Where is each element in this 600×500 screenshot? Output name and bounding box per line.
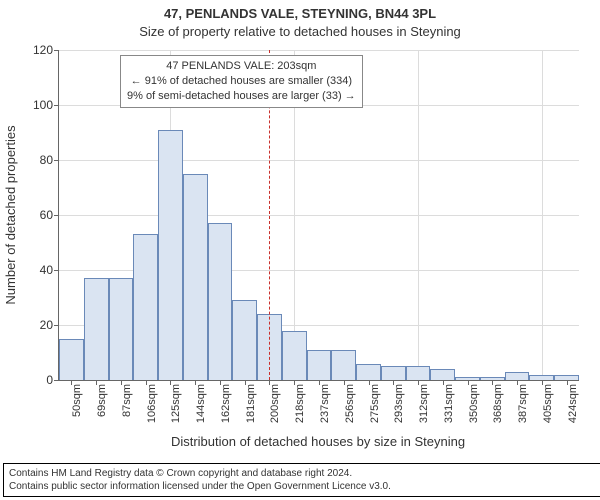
x-tick-label: 293sqm bbox=[393, 384, 405, 423]
annotation-line: 9% of semi-detached houses are larger (3… bbox=[127, 89, 356, 104]
histogram-bar bbox=[183, 174, 208, 380]
y-gridline bbox=[59, 215, 579, 216]
x-tick-label: 424sqm bbox=[567, 384, 579, 423]
annotation-line: 47 PENLANDS VALE: 203sqm bbox=[127, 59, 356, 74]
histogram-bar bbox=[406, 366, 431, 380]
histogram-bar bbox=[109, 278, 134, 380]
annotation-box: 47 PENLANDS VALE: 203sqm← 91% of detache… bbox=[120, 55, 363, 108]
x-tick-label: 50sqm bbox=[71, 384, 83, 417]
x-tick-label: 181sqm bbox=[245, 384, 257, 423]
x-tick-label: 350sqm bbox=[468, 384, 480, 423]
x-tick-label: 106sqm bbox=[146, 384, 158, 423]
histogram-bar bbox=[84, 278, 109, 380]
y-gridline bbox=[59, 160, 579, 161]
annotation-line: ← 91% of detached houses are smaller (33… bbox=[127, 74, 356, 89]
attribution-footer: Contains HM Land Registry data © Crown c… bbox=[3, 463, 600, 497]
x-tick-label: 387sqm bbox=[517, 384, 529, 423]
histogram-bar bbox=[307, 350, 332, 380]
y-tick-label: 40 bbox=[40, 263, 59, 277]
x-tick-label: 237sqm bbox=[319, 384, 331, 423]
x-tick-label: 87sqm bbox=[121, 384, 133, 417]
histogram-bar bbox=[505, 372, 530, 380]
footer-line-1: Contains HM Land Registry data © Crown c… bbox=[9, 467, 600, 480]
chart-title: 47, PENLANDS VALE, STEYNING, BN44 3PL bbox=[0, 6, 600, 21]
chart-subtitle: Size of property relative to detached ho… bbox=[0, 24, 600, 39]
x-tick-label: 368sqm bbox=[492, 384, 504, 423]
histogram-bar bbox=[356, 364, 381, 381]
x-gridline bbox=[542, 50, 543, 380]
y-tick-label: 60 bbox=[40, 208, 59, 222]
chart-container: 47, PENLANDS VALE, STEYNING, BN44 3PL Si… bbox=[0, 0, 600, 500]
x-tick-label: 312sqm bbox=[418, 384, 430, 423]
x-gridline bbox=[418, 50, 419, 380]
y-tick-label: 0 bbox=[46, 373, 59, 387]
y-tick-label: 100 bbox=[33, 98, 59, 112]
x-tick-label: 256sqm bbox=[344, 384, 356, 423]
x-tick-label: 218sqm bbox=[294, 384, 306, 423]
x-tick-label: 331sqm bbox=[443, 384, 455, 423]
footer-line-2: Contains public sector information licen… bbox=[9, 480, 600, 493]
x-tick-label: 200sqm bbox=[269, 384, 281, 423]
y-tick-label: 120 bbox=[33, 43, 59, 57]
x-tick-label: 144sqm bbox=[195, 384, 207, 423]
histogram-bar bbox=[331, 350, 356, 380]
x-tick-label: 162sqm bbox=[220, 384, 232, 423]
x-tick-label: 275sqm bbox=[369, 384, 381, 423]
y-gridline bbox=[59, 50, 579, 51]
y-axis-label: Number of detached properties bbox=[3, 125, 18, 304]
histogram-bar bbox=[381, 366, 406, 380]
histogram-bar bbox=[133, 234, 158, 380]
y-tick-label: 20 bbox=[40, 318, 59, 332]
x-axis-label: Distribution of detached houses by size … bbox=[58, 434, 578, 449]
histogram-bar bbox=[59, 339, 84, 380]
histogram-bar bbox=[232, 300, 257, 380]
histogram-bar bbox=[282, 331, 307, 381]
histogram-bar bbox=[430, 369, 455, 380]
x-tick-label: 405sqm bbox=[542, 384, 554, 423]
x-tick-label: 125sqm bbox=[170, 384, 182, 423]
histogram-bar bbox=[208, 223, 233, 380]
x-tick-label: 69sqm bbox=[96, 384, 108, 417]
y-tick-label: 80 bbox=[40, 153, 59, 167]
histogram-bar bbox=[158, 130, 183, 380]
